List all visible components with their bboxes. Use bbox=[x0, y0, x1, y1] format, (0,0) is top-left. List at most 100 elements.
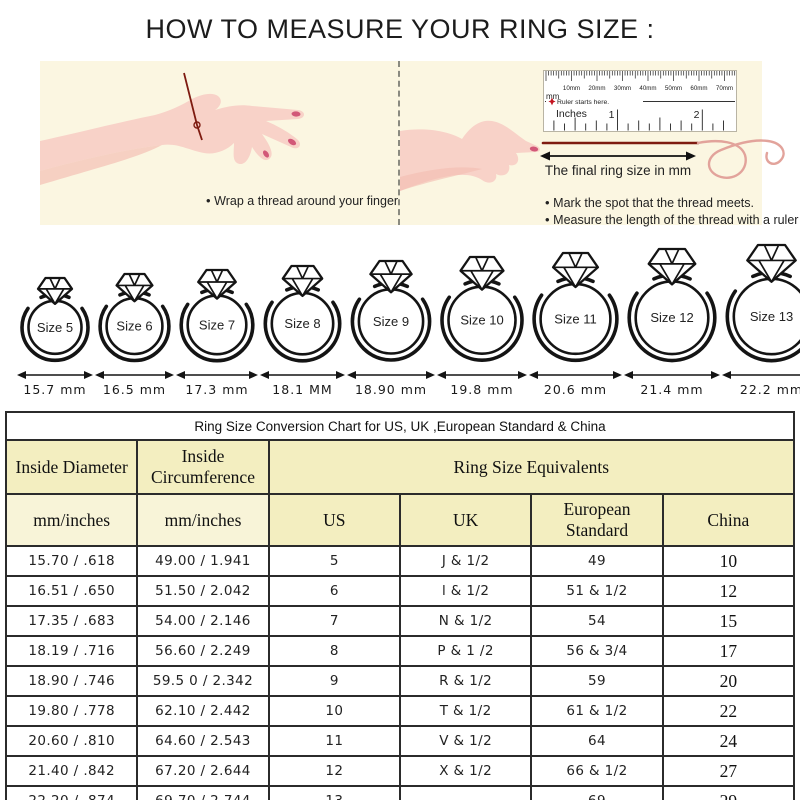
table-cell: 20 bbox=[661, 665, 796, 697]
col-header-inside-diameter: Inside Diameter bbox=[4, 439, 139, 495]
ring-size-label: Size 7 bbox=[199, 317, 235, 332]
ring-diameter-label: 22.2 mm bbox=[739, 382, 800, 397]
table-cell: P & 1 /2 bbox=[398, 635, 533, 667]
table-cell: 24 bbox=[661, 725, 796, 757]
table-cell: 18.90 / .746 bbox=[4, 665, 139, 697]
diamond-icon bbox=[459, 255, 505, 291]
ring-size-label: Size 11 bbox=[554, 311, 596, 326]
table-row: 22.20 / .87469.70 / 2.74413__6929 bbox=[4, 785, 796, 800]
table-cell: X & 1/2 bbox=[398, 755, 533, 787]
table-cell: 56 & 3/4 bbox=[530, 635, 664, 667]
table-cell: 51.50 / 2.042 bbox=[136, 575, 270, 607]
svg-text:30mm: 30mm bbox=[614, 85, 631, 92]
ring-diameter-label: 18.90 mm bbox=[354, 382, 428, 397]
table-cell: 18.19 / .716 bbox=[4, 635, 139, 667]
table-cell: 69 bbox=[530, 785, 664, 800]
thread-loop bbox=[696, 139, 785, 179]
table-cell: 54 bbox=[530, 605, 664, 637]
ring-size-label: Size 6 bbox=[116, 319, 152, 334]
diamond-ring-icon: Size 13 bbox=[725, 243, 800, 363]
svg-text:60mm: 60mm bbox=[690, 85, 707, 92]
ring-diameter-label: 18.1 MM bbox=[272, 382, 333, 397]
table-cell: 21.40 / .842 bbox=[4, 755, 139, 787]
diamond-ring-icon: Size 7 bbox=[179, 268, 255, 363]
thread-knot bbox=[193, 121, 201, 129]
sub-header-0: mm/inches bbox=[4, 493, 139, 547]
fingernail bbox=[287, 138, 297, 146]
ring-size-item: Size 5 15.7 mm bbox=[16, 276, 94, 397]
table-cell: 49.00 / 1.941 bbox=[136, 545, 270, 577]
ring-diameter-label: 20.6 mm bbox=[543, 382, 608, 397]
ring-size-label: Size 8 bbox=[284, 316, 320, 331]
table-row: 19.80 / .778 62.10 / 2.442 10 T & 1/2 61 & 1… bbox=[4, 695, 796, 727]
table-cell: 59.5 0 / 2.342 bbox=[136, 665, 270, 697]
ring-diameter-label: 16.5 mm bbox=[102, 382, 167, 397]
fingernail bbox=[291, 111, 301, 117]
ruler-illustration: 10mm 20mm 30mm 40mm 50mm 60mm 70mm mm Ruler st… bbox=[543, 70, 737, 132]
hand-with-thread-illustration bbox=[40, 72, 304, 185]
table-cell: 6 bbox=[267, 575, 401, 607]
diamond-icon bbox=[647, 247, 697, 286]
diameter-arrow bbox=[529, 371, 622, 379]
ring-size-item: Size 8 18.1 MM bbox=[259, 264, 346, 397]
table-cell: 8 bbox=[267, 635, 401, 667]
table-cell: 7 bbox=[267, 605, 401, 637]
arm-shading bbox=[400, 167, 482, 191]
sub-header-2: US bbox=[267, 493, 401, 547]
table-cell: 20.60 / .810 bbox=[4, 725, 139, 757]
instruction-text: Measure the length of the thread with a … bbox=[545, 212, 798, 229]
table-row: 18.19 / .716 56.60 / 2.249 8 P & 1 /2 56 & 3… bbox=[4, 635, 796, 667]
table-cell: V & 1/2 bbox=[398, 725, 533, 757]
svg-text:40mm: 40mm bbox=[639, 85, 656, 92]
table-row: 17.35 / .683 54.00 / 2.146 7 N & 1/2 54 15 bbox=[4, 605, 796, 637]
instruction-text: Mark the spot that the thread meets. bbox=[545, 195, 798, 212]
table-cell: 11 bbox=[267, 725, 401, 757]
table-cell: 12 bbox=[267, 755, 401, 787]
table-cell: 10 bbox=[267, 695, 401, 727]
ring-size-label: Size 10 bbox=[460, 313, 503, 328]
sub-header-1: mm/inches bbox=[136, 493, 270, 547]
sub-header-3: UK bbox=[398, 493, 533, 547]
diamond-ring-icon: Size 8 bbox=[263, 264, 342, 363]
ring-size-label: Size 5 bbox=[37, 320, 73, 335]
table-cell: 19.80 / .778 bbox=[4, 695, 139, 727]
mm-ticks bbox=[545, 71, 736, 81]
table-cell: 17 bbox=[661, 635, 796, 667]
table-cell: 49 bbox=[530, 545, 664, 577]
thread-line bbox=[183, 72, 203, 141]
diameter-arrow bbox=[17, 371, 93, 379]
table-cell: 51 & 1/2 bbox=[530, 575, 664, 607]
page-title: HOW TO MEASURE YOUR RING SIZE : bbox=[145, 14, 655, 44]
ring-size-label: Size 13 bbox=[750, 309, 793, 324]
table-row: 16.51 / .650 51.50 / 2.042 6 l & 1/2 51 & 1/… bbox=[4, 575, 796, 607]
ring-size-conversion-table: Ring Size Conversion Chart for US, UK ,E… bbox=[4, 411, 796, 800]
diamond-icon bbox=[369, 259, 413, 294]
ring-size-label: Size 12 bbox=[650, 310, 693, 325]
inches-label: Inches bbox=[556, 108, 587, 120]
instruction-panels: Wrap a thread around your finger 10mm 20m… bbox=[40, 61, 798, 227]
diamond-ring-icon: Size 9 bbox=[350, 259, 432, 362]
table-cell: 67.20 / 2.644 bbox=[136, 755, 270, 787]
measure-arrow bbox=[540, 151, 696, 161]
table-cell: 16.51 / .650 bbox=[4, 575, 139, 607]
svg-text:20mm: 20mm bbox=[588, 85, 605, 92]
table-cell: __ bbox=[398, 785, 533, 800]
arm-shading bbox=[40, 145, 162, 185]
diameter-arrow bbox=[95, 371, 174, 379]
table-cell: l & 1/2 bbox=[398, 575, 533, 607]
table-cell: 22.20 / .874 bbox=[4, 785, 139, 800]
fingernail bbox=[529, 146, 539, 152]
table-cell: T & 1/2 bbox=[398, 695, 533, 727]
table-cell: 29 bbox=[661, 785, 796, 800]
ring-size-item: Size 9 18.90 mm bbox=[346, 259, 436, 397]
table-row: 18.90 / .746 59.5 0 / 2.342 9 R & 1/2 59 20 bbox=[4, 665, 796, 697]
table-cell: 15 bbox=[661, 605, 796, 637]
panel-wrap-thread: Wrap a thread around your finger bbox=[40, 61, 400, 225]
ruler-start-marker-icon bbox=[548, 97, 556, 106]
diamond-ring-icon: Size 5 bbox=[20, 276, 90, 363]
arrow-label: The final ring size in mm bbox=[544, 163, 692, 178]
table-cell: 69.70 / 2.744 bbox=[136, 785, 270, 800]
svg-text:1: 1 bbox=[609, 109, 615, 121]
svg-text:10mm: 10mm bbox=[563, 85, 580, 92]
diamond-icon bbox=[281, 264, 324, 298]
